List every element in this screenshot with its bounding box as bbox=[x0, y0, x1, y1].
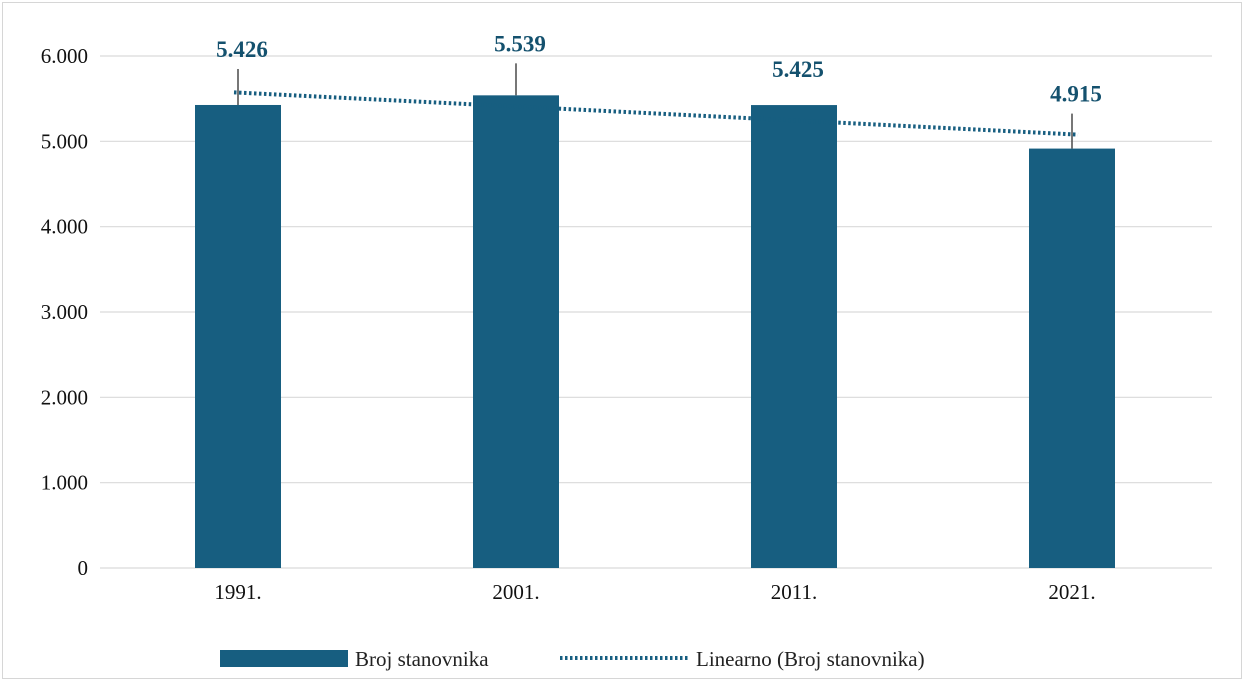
y-tick-label: 0 bbox=[78, 556, 89, 580]
trendline-line bbox=[233, 90, 1079, 137]
y-tick-label: 6.000 bbox=[41, 44, 88, 68]
y-tick-label: 4.000 bbox=[41, 215, 88, 239]
bar bbox=[195, 104, 281, 569]
label-leader-lines bbox=[237, 63, 1073, 149]
legend: Broj stanovnika Linearno (Broj stanovnik… bbox=[220, 647, 925, 671]
bar bbox=[751, 105, 837, 569]
gridlines bbox=[100, 55, 1212, 569]
y-tick-label: 1.000 bbox=[41, 471, 88, 495]
trendline bbox=[233, 90, 1079, 137]
legend-label-bars: Broj stanovnika bbox=[355, 647, 489, 671]
x-tick-label: 2021. bbox=[1048, 580, 1095, 604]
data-labels: 5.426 5.539 5.425 4.915 bbox=[216, 31, 1102, 106]
x-tick-label: 2011. bbox=[771, 580, 817, 604]
x-tick-label: 1991. bbox=[214, 580, 261, 604]
data-label: 5.426 bbox=[216, 37, 268, 62]
data-label: 5.425 bbox=[772, 57, 824, 82]
bar bbox=[473, 95, 559, 568]
y-tick-label: 2.000 bbox=[41, 385, 88, 409]
y-axis-ticks: 0 1.000 2.000 3.000 4.000 5.000 6.000 bbox=[41, 44, 88, 580]
x-tick-label: 2001. bbox=[492, 580, 539, 604]
legend-swatch-bars bbox=[220, 650, 348, 667]
bars bbox=[195, 95, 1115, 569]
x-axis-ticks: 1991. 2001. 2011. 2021. bbox=[214, 580, 1095, 604]
y-tick-label: 5.000 bbox=[41, 129, 88, 153]
data-label: 5.539 bbox=[494, 31, 546, 56]
legend-label-trendline: Linearno (Broj stanovnika) bbox=[696, 647, 925, 671]
data-label: 4.915 bbox=[1050, 82, 1102, 107]
y-tick-label: 3.000 bbox=[41, 300, 88, 324]
bar bbox=[1029, 148, 1115, 568]
